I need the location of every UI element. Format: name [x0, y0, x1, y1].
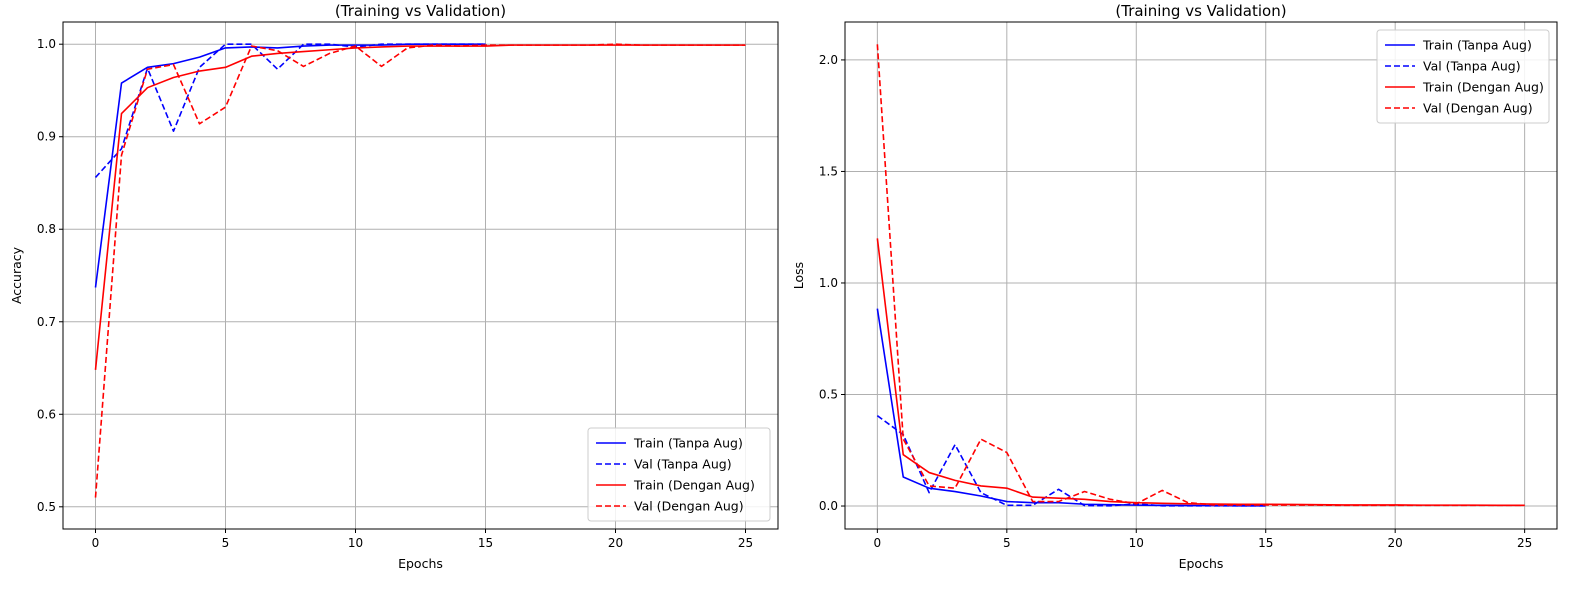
series-line-val-dengan-aug — [94, 43, 746, 498]
y-tick-label: 0.7 — [37, 315, 56, 329]
y-tick-label: 0.0 — [819, 499, 838, 513]
y-tick-label: 0.6 — [37, 407, 56, 421]
legend-label: Train (Dengan Aug) — [1422, 80, 1544, 95]
grid — [63, 22, 778, 529]
x-axis-label: Epochs — [398, 556, 443, 571]
plot-frame — [62, 21, 779, 530]
legend-box — [587, 427, 771, 522]
chart-title-line1: Perbandingan Loss — [1130, 0, 1271, 1]
accuracy-chart: 0 5 10 15 20 25 0.5 0.6 0.7 0.8 0.9 1.0 Perbandingan… — [9, 0, 779, 571]
series-line-train-tanpa-aug — [876, 308, 1266, 507]
y-tick-label: 1.0 — [819, 276, 838, 290]
loss-chart: 0 5 10 15 20 25 0.0 0.5 1.0 1.5 2.0 Perbandingan Lo… — [791, 0, 1558, 571]
series-group — [94, 43, 746, 498]
x-tick-label: 5 — [222, 536, 230, 550]
plot-frame — [844, 21, 1558, 530]
x-tick-label: 0 — [874, 536, 882, 550]
series-line-train-tanpa-aug — [94, 43, 486, 288]
legend: Train (Tanpa Aug) Val (Tanpa Aug) Train (D… — [1376, 29, 1550, 124]
legend-label: Train (Tanpa Aug) — [633, 436, 743, 451]
x-tick-label: 10 — [348, 536, 363, 550]
y-tick-label: 0.8 — [37, 222, 56, 236]
y-axis-label: Accuracy — [9, 246, 24, 304]
x-tick-label: 15 — [478, 536, 493, 550]
x-axis-label: Epochs — [1179, 556, 1224, 571]
legend-label: Val (Tanpa Aug) — [634, 457, 732, 472]
legend: Train (Tanpa Aug) Val (Tanpa Aug) Train (D… — [587, 427, 771, 522]
y-tick-label: 2.0 — [819, 53, 838, 67]
y-axis-label: Loss — [791, 262, 806, 289]
chart-title-line1: Perbandingan Accuracy — [332, 0, 509, 1]
y-tick-label: 0.5 — [37, 500, 56, 514]
x-tick-label: 20 — [608, 536, 623, 550]
legend-label: Val (Dengan Aug) — [1423, 101, 1533, 116]
y-tick-label: 0.5 — [819, 387, 838, 401]
series-line-val-dengan-aug — [876, 44, 1525, 507]
y-tick-label: 1.0 — [37, 37, 56, 51]
x-tick-label: 20 — [1388, 536, 1403, 550]
legend-label: Train (Tanpa Aug) — [1422, 38, 1532, 53]
x-tick-label: 5 — [1003, 536, 1011, 550]
series-line-val-tanpa-aug — [876, 415, 1266, 507]
y-tick-label: 0.9 — [37, 130, 56, 144]
series-line-val-tanpa-aug — [94, 43, 486, 178]
x-tick-label: 25 — [1517, 536, 1532, 550]
x-tick-label: 0 — [92, 536, 100, 550]
legend-label: Val (Tanpa Aug) — [1423, 59, 1521, 74]
x-tick-label: 15 — [1258, 536, 1273, 550]
series-group — [876, 44, 1525, 507]
x-tick-label: 10 — [1129, 536, 1144, 550]
legend-label: Val (Dengan Aug) — [634, 499, 744, 514]
y-tick-label: 1.5 — [819, 164, 838, 178]
chart-title-line2: (Training vs Validation) — [335, 2, 506, 20]
series-line-train-dengan-aug — [94, 44, 746, 370]
legend-label: Train (Dengan Aug) — [633, 478, 755, 493]
legend-box — [1376, 29, 1550, 124]
chart-title-line2: (Training vs Validation) — [1115, 2, 1286, 20]
x-tick-label: 25 — [738, 536, 753, 550]
series-line-train-dengan-aug — [876, 238, 1525, 507]
